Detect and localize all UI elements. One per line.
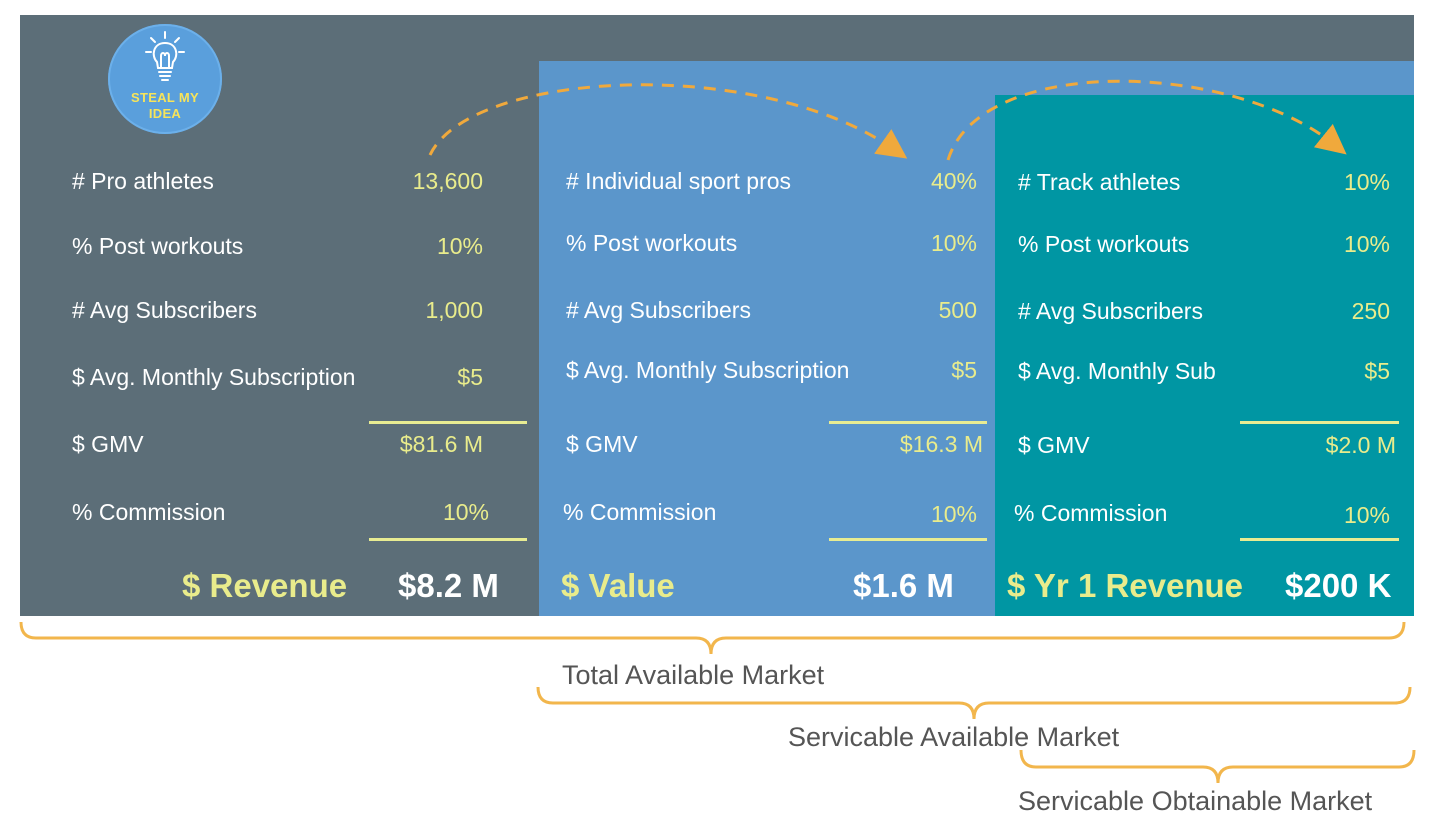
- som-label-avg-subscribers: # Avg Subscribers: [1018, 298, 1203, 324]
- som-gmv-rule: [1240, 421, 1399, 424]
- som-value-monthly-sub: $5: [1364, 358, 1390, 384]
- som-value-gmv: $2.0 M: [1325, 432, 1396, 458]
- tam-result-value: $8.2 M: [398, 567, 499, 604]
- sam-value-gmv: $16.3 M: [899, 431, 983, 457]
- tam-label-commission: % Commission: [72, 499, 226, 525]
- sam-value-avg-subscribers: 500: [938, 297, 977, 323]
- sam-value-individual-sport-pros: 40%: [930, 168, 977, 194]
- sam-gmv-rule: [829, 421, 987, 424]
- sam-result-value: $1.6 M: [853, 567, 954, 604]
- tam-commission-rule: [369, 538, 527, 541]
- sam-bracket: [536, 686, 1412, 720]
- tam-value-gmv: $81.6 M: [399, 431, 483, 457]
- steal-my-idea-logo: STEAL MY IDEA: [108, 24, 222, 134]
- som-label-track-athletes: # Track athletes: [1018, 169, 1181, 195]
- tam-label-pro-athletes: # Pro athletes: [72, 168, 214, 194]
- logo-text-line1: STEAL MY: [131, 90, 199, 105]
- tam-value-post-workouts: 10%: [436, 233, 483, 259]
- tam-label-post-workouts: % Post workouts: [72, 233, 244, 259]
- tam-label-monthly-subscription: $ Avg. Monthly Subscription: [72, 364, 356, 390]
- lightbulb-icon: [145, 31, 185, 81]
- som-label-monthly-sub: $ Avg. Monthly Sub: [1018, 358, 1216, 384]
- som-value-post-workouts: 10%: [1343, 231, 1390, 257]
- sam-label-post-workouts: % Post workouts: [566, 230, 738, 256]
- som-result-label: $ Yr 1 Revenue: [1007, 567, 1244, 604]
- sam-commission-rule: [829, 538, 987, 541]
- sam-label-commission: % Commission: [563, 499, 717, 525]
- tam-label-gmv: $ GMV: [72, 431, 144, 457]
- som-label-post-workouts: % Post workouts: [1018, 231, 1190, 257]
- sam-value-monthly-subscription: $5: [951, 357, 977, 383]
- som-value-avg-subscribers: 250: [1351, 298, 1390, 324]
- som-label-gmv: $ GMV: [1018, 432, 1090, 458]
- logo-text: STEAL MY IDEA: [108, 90, 222, 122]
- som-value-commission: 10%: [1343, 502, 1390, 528]
- sam-label-monthly-subscription: $ Avg. Monthly Subscription: [566, 357, 850, 383]
- sam-market-label: Servicable Available Market: [788, 722, 1120, 752]
- logo-text-line2: IDEA: [148, 106, 182, 121]
- som-value-track-athletes: 10%: [1343, 169, 1390, 195]
- sam-label-avg-subscribers: # Avg Subscribers: [566, 297, 751, 323]
- som-panel: [995, 95, 1414, 616]
- sam-value-commission: 10%: [930, 501, 977, 527]
- som-label-commission: % Commission: [1014, 500, 1168, 526]
- tam-value-pro-athletes: 13,600: [412, 168, 483, 194]
- tam-result-label: $ Revenue: [182, 567, 348, 604]
- tam-value-commission: 10%: [442, 499, 489, 525]
- som-bracket: [1019, 749, 1416, 784]
- sam-label-individual-sport-pros: # Individual sport pros: [566, 168, 792, 194]
- sam-result-label: $ Value: [561, 567, 675, 604]
- som-result-value: $200 K: [1285, 567, 1392, 604]
- tam-bracket: [19, 621, 1406, 655]
- tam-gmv-rule: [369, 421, 527, 424]
- tam-value-monthly-subscription: $5: [457, 364, 483, 390]
- sam-label-gmv: $ GMV: [566, 431, 638, 457]
- tam-to-sam-arrow: [428, 83, 908, 159]
- tam-label-avg-subscribers: # Avg Subscribers: [72, 297, 257, 323]
- sam-to-som-arrow: [946, 79, 1347, 161]
- sam-value-post-workouts: 10%: [930, 230, 977, 256]
- tam-market-label: Total Available Market: [562, 660, 825, 690]
- som-commission-rule: [1240, 538, 1399, 541]
- som-market-label: Servicable Obtainable Market: [1018, 786, 1373, 816]
- tam-value-avg-subscribers: 1,000: [425, 297, 483, 323]
